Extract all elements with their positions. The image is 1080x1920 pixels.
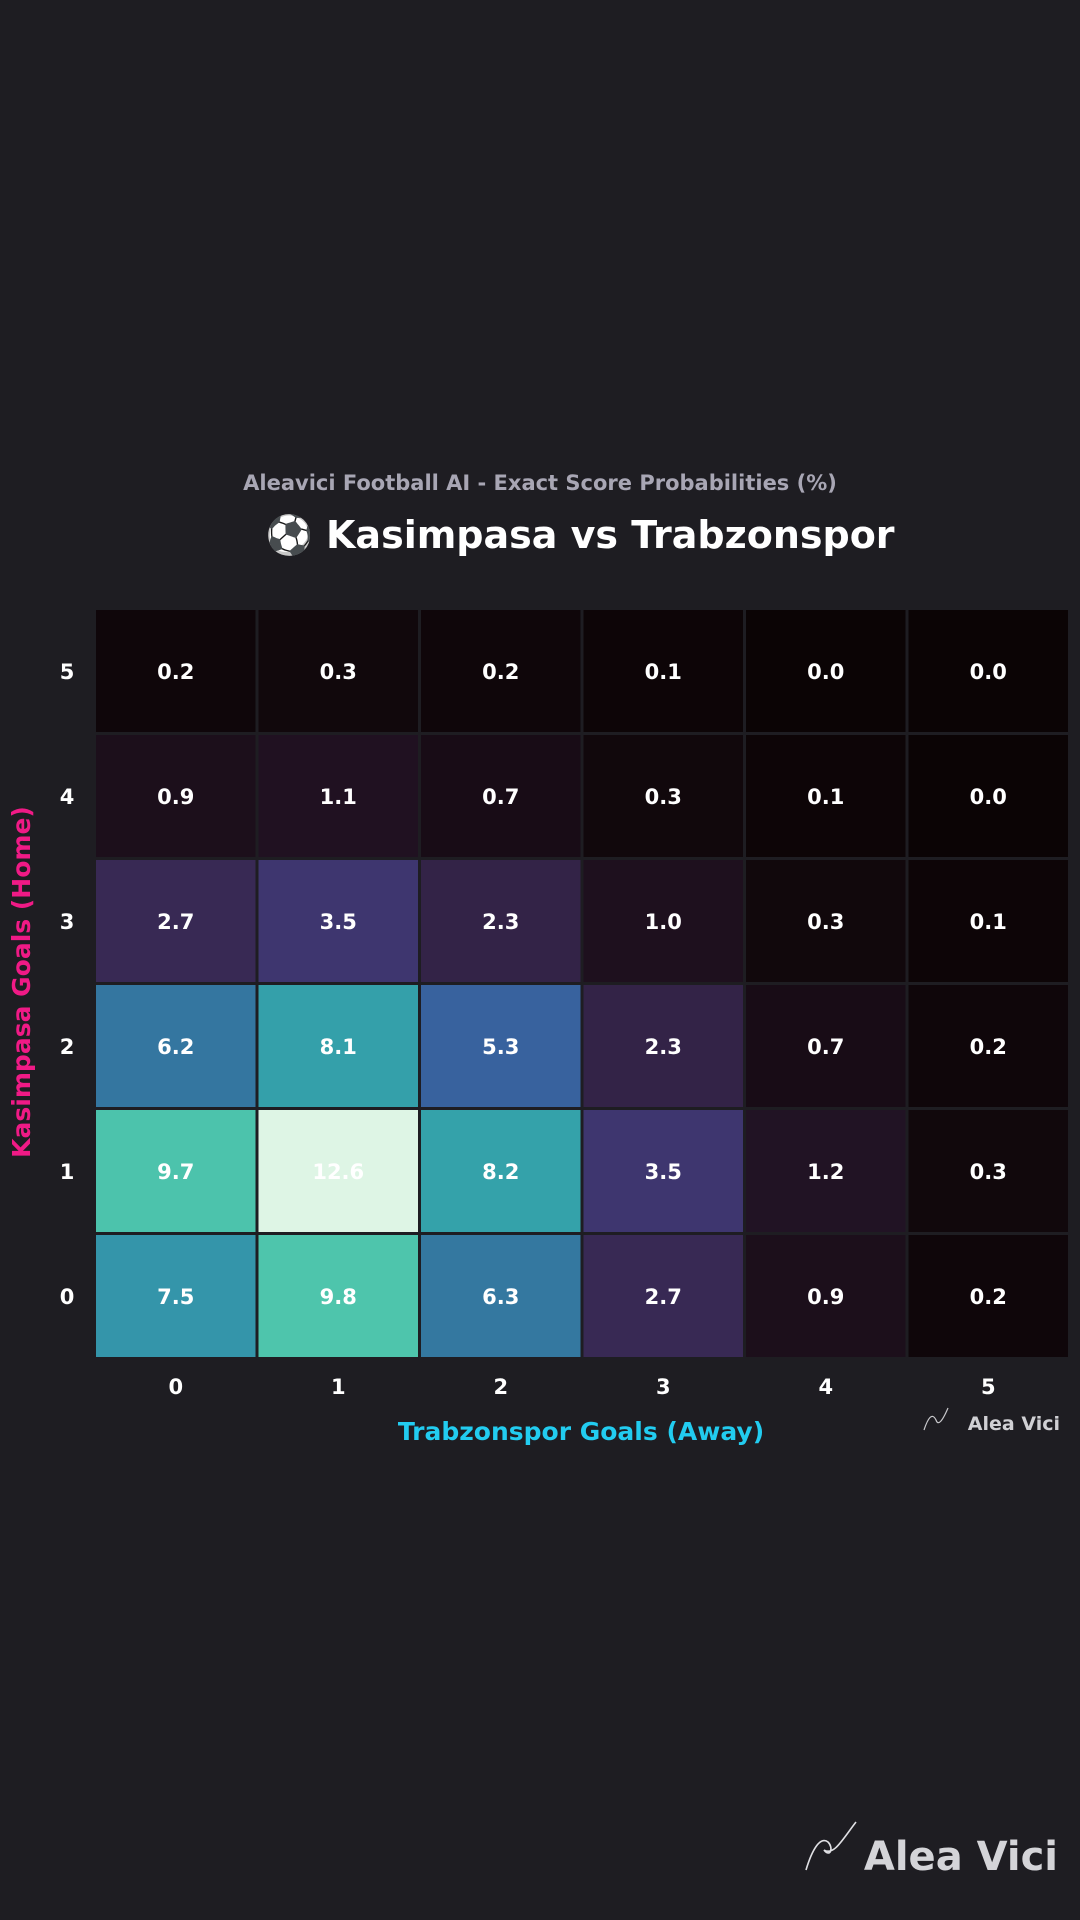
x-tick-label: 2 [493,1375,508,1399]
cell-value-label: 1.1 [320,785,357,809]
cell-value-label: 1.2 [807,1160,844,1184]
heatmap-cell-home2-away2 [421,985,581,1107]
heatmap-cell-home3-away1 [258,860,418,982]
chart-title: ⚽ Kasimpasa vs Trabzonspor [263,513,894,557]
watermark-small: Alea Vici [923,1407,1060,1435]
cell-value-label: 0.3 [970,1160,1007,1184]
cell-value-label: 1.0 [645,910,682,934]
heatmap-cell-home0-away4 [746,1235,906,1357]
chart-subtitle: Aleavici Football AI - Exact Score Proba… [243,471,837,495]
cell-value-label: 0.2 [482,660,519,684]
heatmap-cell-home1-away2 [421,1110,581,1232]
heatmap-cell-home4-away5 [908,735,1068,857]
heatmap-cell-home1-away5 [908,1110,1068,1232]
watermark-small-label: Alea Vici [968,1413,1060,1435]
heatmap-cell-home1-away3 [583,1110,743,1232]
heatmap-cell-home3-away3 [583,860,743,982]
heatmap-cell-home4-away4 [746,735,906,857]
x-tick-label: 1 [331,1375,346,1399]
y-tick-label: 3 [60,910,75,934]
cell-value-label: 3.5 [320,910,357,934]
cell-value-label: 9.7 [157,1160,194,1184]
heatmap-cell-home2-away3 [583,985,743,1107]
heatmap-cell-home5-away2 [421,610,581,732]
heatmap-cell-home0-away5 [908,1235,1068,1357]
y-tick-label: 5 [60,660,75,684]
y-tick-label: 1 [60,1160,75,1184]
x-axis-label: Trabzonspor Goals (Away) [398,1417,764,1446]
cell-value-label: 0.0 [970,660,1007,684]
heatmap-cell-home1-away1 [258,1110,418,1232]
cell-value-label: 7.5 [157,1285,194,1309]
y-tick-label: 0 [60,1285,75,1309]
cell-value-label: 0.1 [645,660,682,684]
heatmap-cell-home2-away0 [96,985,256,1107]
cell-value-label: 0.9 [157,785,194,809]
cell-value-label: 0.3 [320,660,357,684]
watermark-large: Alea Vici [805,1821,1058,1880]
cell-value-label: 2.3 [482,910,519,934]
heatmap-cell-home4-away1 [258,735,418,857]
heatmap-cell-home3-away2 [421,860,581,982]
heatmap-cell-home5-away1 [258,610,418,732]
signature-small-icon [923,1407,949,1431]
axis-ticks: 5 4 3 2 1 0 0 1 2 3 4 5 [60,660,996,1399]
cell-value-label: 0.7 [807,1035,844,1059]
heatmap-cell-home1-away0 [96,1110,256,1232]
heatmap-cells: 0.2 0.3 0.2 0.1 0.0 0.0 0.9 1.1 0.7 0.3 0.1 0.0 2.7 3… [96,610,1068,1357]
heatmap-cell-home3-away4 [746,860,906,982]
cell-value-label: 9.8 [320,1285,357,1309]
cell-value-label: 0.1 [970,910,1007,934]
heatmap-cell-home4-away2 [421,735,581,857]
heatmap-cell-home0-away1 [258,1235,418,1357]
cell-value-label: 6.3 [482,1285,519,1309]
heatmap-cell-home3-away0 [96,860,256,982]
y-tick-label: 2 [60,1035,75,1059]
heatmap-cell-home1-away4 [746,1110,906,1232]
cell-value-label: 6.2 [157,1035,194,1059]
cell-value-label: 5.3 [482,1035,519,1059]
heatmap-cell-home0-away3 [583,1235,743,1357]
cell-value-label: 0.0 [807,660,844,684]
heatmap-cell-home3-away5 [908,860,1068,982]
cell-value-label: 2.7 [645,1285,682,1309]
cell-value-label: 8.2 [482,1160,519,1184]
heatmap-cell-home4-away3 [583,735,743,857]
cell-value-label: 0.2 [970,1035,1007,1059]
cell-value-label: 8.1 [320,1035,357,1059]
cell-value-label: 0.2 [157,660,194,684]
heatmap-cell-home0-away2 [421,1235,581,1357]
heatmap-cell-home2-away4 [746,985,906,1107]
cell-value-label: 0.3 [807,910,844,934]
heatmap-cell-home5-away3 [583,610,743,732]
cell-value-label: 0.1 [807,785,844,809]
cell-value-label: 0.0 [970,785,1007,809]
heatmap-cell-home2-away5 [908,985,1068,1107]
heatmap-cell-home5-away4 [746,610,906,732]
y-tick-label: 4 [60,785,75,809]
cell-value-label: 2.3 [645,1035,682,1059]
heatmap-cell-home5-away0 [96,610,256,732]
x-tick-label: 4 [818,1375,833,1399]
heatmap-cell-home5-away5 [908,610,1068,732]
cell-value-label: 0.2 [970,1285,1007,1309]
cell-value-label: 12.6 [312,1160,364,1184]
cell-value-label: 3.5 [645,1160,682,1184]
cell-value-label: 2.7 [157,910,194,934]
heatmap-cell-home2-away1 [258,985,418,1107]
cell-value-label: 0.7 [482,785,519,809]
heatmap-cell-home0-away0 [96,1235,256,1357]
cell-value-label: 0.9 [807,1285,844,1309]
heatmap-cell-home4-away0 [96,735,256,857]
signature-large-icon [805,1821,857,1871]
y-axis-label: Kasimpasa Goals (Home) [7,806,36,1158]
x-tick-label: 3 [656,1375,671,1399]
watermark-large-label: Alea Vici [864,1834,1058,1880]
cell-value-label: 0.3 [645,785,682,809]
x-tick-label: 5 [981,1375,996,1399]
x-tick-label: 0 [168,1375,183,1399]
